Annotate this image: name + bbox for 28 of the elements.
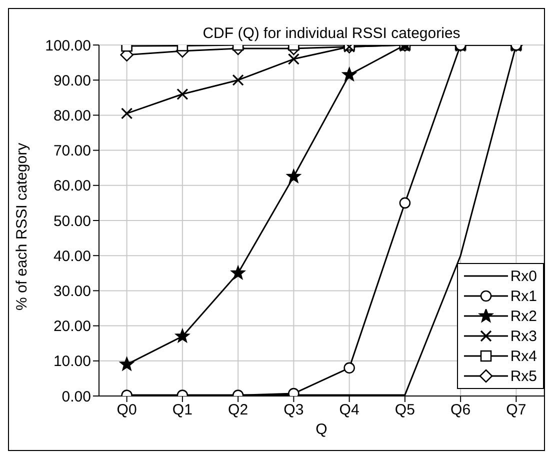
y-tick-label: 60.00 xyxy=(53,178,91,195)
y-tick-label: 40.00 xyxy=(53,248,91,265)
y-tick-label: 10.00 xyxy=(53,353,91,370)
y-tick-label: 20.00 xyxy=(53,318,91,336)
y-tick-label: 100.00 xyxy=(45,37,91,54)
legend-label: Rx0 xyxy=(510,268,537,284)
legend-label: Rx3 xyxy=(510,328,537,344)
x-tick-label: Q4 xyxy=(339,402,360,419)
y-tick-label: 0.00 xyxy=(62,388,91,406)
x-tick-label: Q7 xyxy=(506,402,526,419)
y-tick-label: 30.00 xyxy=(53,283,91,300)
x-axis-title: Q xyxy=(316,421,328,438)
x-tick-label: Q0 xyxy=(116,402,137,419)
y-tick-label: 70.00 xyxy=(53,142,91,160)
legend-label: Rx5 xyxy=(510,368,537,384)
y-tick-label: 50.00 xyxy=(53,212,91,230)
legend-label: Rx2 xyxy=(510,308,537,324)
y-tick-label: 80.00 xyxy=(53,108,91,125)
x-tick-label: Q1 xyxy=(172,402,192,419)
x-tick-label: Q5 xyxy=(394,402,415,419)
chart-title: CDF (Q) for individual RSSI categories xyxy=(202,25,462,42)
legend-label: Rx1 xyxy=(510,288,537,304)
x-tick-label: Q6 xyxy=(450,402,471,419)
y-tick-label: 90.00 xyxy=(53,72,91,90)
legend-label: Rx4 xyxy=(510,348,537,364)
x-tick-label: Q3 xyxy=(284,402,304,419)
y-axis-title: % of each RSSI category xyxy=(13,142,30,310)
x-tick-label: Q2 xyxy=(228,402,248,419)
